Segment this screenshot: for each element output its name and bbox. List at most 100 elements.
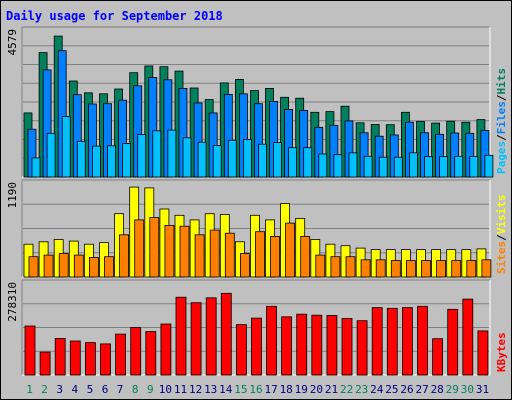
bar-kbytes-day-22 [341, 317, 353, 376]
bar-kbytes-day-1 [24, 325, 36, 376]
x-tick-label: 5 [87, 383, 94, 396]
bar-sites-day-19 [300, 235, 311, 278]
bar-kbytes-day-18 [281, 316, 293, 376]
bar-kbytes-day-20 [311, 314, 323, 376]
bar-kbytes-day-30 [462, 298, 474, 376]
bar-sites-day-8 [134, 219, 145, 278]
bar-pages-day-30 [469, 156, 479, 178]
bar-pages-day-7 [122, 143, 131, 178]
bar-sites-day-29 [451, 260, 462, 278]
bar-sites-day-24 [375, 259, 386, 278]
axis-label-part: / [495, 234, 508, 241]
bar-sites-day-2 [43, 254, 54, 278]
x-tick-label: 11 [174, 383, 187, 396]
x-tick-label: 10 [159, 383, 172, 396]
x-tick-label: 21 [325, 383, 338, 396]
axis-label-part: Sites [495, 241, 508, 274]
bar-pages-day-6 [107, 145, 116, 178]
bar-sites-day-11 [179, 225, 190, 278]
x-tick-label: 7 [117, 383, 124, 396]
bar-kbytes-day-31 [477, 330, 489, 376]
bar-kbytes-day-27 [417, 305, 428, 376]
bar-sites-day-30 [466, 260, 477, 278]
x-tick-label: 17 [264, 383, 277, 396]
bar-sites-day-26 [405, 260, 416, 278]
panel-visits-sites: 1190 Sites/Visits [6, 179, 508, 278]
bar-kbytes-day-29 [447, 308, 459, 376]
bar-sites-day-22 [345, 256, 356, 278]
x-tick-label: 22 [340, 383, 353, 396]
bar-kbytes-day-5 [85, 342, 96, 376]
x-tick-label: 12 [189, 383, 202, 396]
panel-kbytes: 278310 KBytes [6, 279, 508, 376]
bar-pages-day-5 [92, 145, 101, 178]
bar-pages-day-17 [273, 142, 282, 178]
bar-pages-day-28 [439, 156, 449, 178]
x-tick-label: 4 [71, 383, 78, 396]
bar-pages-day-20 [318, 153, 328, 178]
bar-pages-day-24 [378, 156, 388, 178]
bar-kbytes-day-21 [326, 315, 338, 376]
bar-sites-day-7 [119, 234, 129, 278]
bar-pages-day-8 [137, 134, 147, 178]
bar-sites-day-21 [330, 256, 341, 278]
bar-sites-day-3 [58, 253, 69, 278]
bar-sites-day-23 [360, 259, 371, 278]
bar-kbytes-day-2 [39, 351, 51, 376]
bar-kbytes-day-24 [371, 307, 383, 376]
x-tick-label: 31 [476, 383, 489, 396]
bar-kbytes-day-11 [175, 296, 187, 376]
bar-kbytes-day-12 [190, 302, 202, 376]
x-tick-label: 24 [370, 383, 384, 396]
bar-kbytes-day-8 [130, 327, 142, 376]
bar-pages-day-18 [288, 147, 298, 178]
x-tick-label: 25 [385, 383, 398, 396]
bar-sites-day-16 [255, 231, 265, 278]
bar-pages-day-27 [424, 156, 433, 178]
x-tick-label: 20 [310, 383, 323, 396]
bar-pages-day-4 [76, 140, 86, 178]
x-tick-label: 16 [249, 383, 262, 396]
panel-max-label: 278310 [6, 282, 19, 322]
bar-pages-day-23 [363, 155, 373, 178]
x-tick-label: 13 [204, 383, 217, 396]
bar-kbytes-day-19 [296, 313, 308, 376]
bar-kbytes-day-6 [100, 343, 111, 376]
bar-pages-day-3 [61, 116, 71, 178]
axis-label-part: / [495, 94, 508, 101]
x-axis-ticks: 1 2 3 4 5 6 7 8 9 10 11 12 13 14 15 16 17 18 19 20 21 22 23 24 2… [26, 383, 489, 396]
x-tick-label: 30 [461, 383, 474, 396]
x-tick-label: 6 [102, 383, 109, 396]
bar-kbytes-day-4 [69, 340, 81, 376]
bar-kbytes-day-28 [432, 338, 444, 376]
bar-pages-day-16 [258, 143, 267, 178]
axis-label-visits-sites: Sites/Visits [495, 195, 508, 275]
axis-label-part: Pages [495, 141, 508, 174]
bar-sites-day-10 [164, 224, 175, 278]
bar-pages-day-1 [31, 157, 41, 178]
bar-kbytes-day-14 [220, 292, 232, 376]
bar-kbytes-day-9 [145, 331, 157, 376]
x-tick-label: 1 [26, 383, 33, 396]
bar-sites-day-12 [194, 234, 205, 278]
panel-max-label: 1190 [6, 182, 19, 209]
x-tick-label: 26 [400, 383, 413, 396]
bar-kbytes-day-10 [160, 323, 172, 376]
x-tick-label: 28 [431, 383, 444, 396]
bar-pages-day-31 [484, 154, 494, 178]
bar-pages-day-29 [454, 155, 464, 178]
bar-sites-day-1 [28, 256, 39, 278]
bar-pages-day-21 [333, 154, 343, 178]
bar-sites-day-28 [436, 260, 447, 278]
bar-sites-day-20 [315, 254, 326, 278]
bar-pages-day-13 [212, 144, 222, 178]
x-tick-label: 9 [147, 383, 154, 396]
axis-label-kbytes: KBytes [495, 332, 508, 372]
bar-sites-day-13 [209, 229, 220, 278]
bar-pages-day-19 [303, 147, 313, 178]
x-tick-label: 2 [41, 383, 48, 396]
bar-pages-day-11 [182, 137, 192, 178]
bar-sites-day-25 [390, 260, 401, 278]
